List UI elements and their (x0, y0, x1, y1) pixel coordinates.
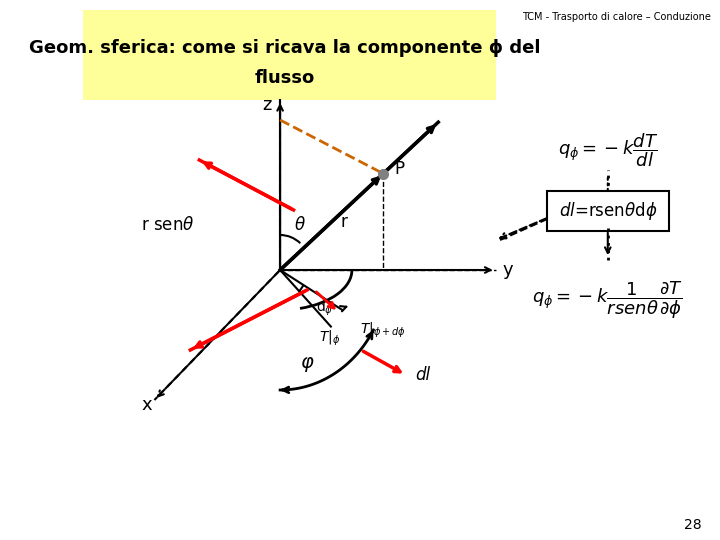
FancyBboxPatch shape (546, 191, 669, 231)
Text: TCM - Trasporto di calore – Conduzione: TCM - Trasporto di calore – Conduzione (522, 12, 711, 22)
Text: z: z (262, 96, 271, 114)
Text: $\theta$: $\theta$ (294, 216, 306, 234)
Text: y: y (503, 261, 513, 279)
Text: $\varphi$: $\varphi$ (300, 355, 315, 375)
Text: $q_\phi = -k\dfrac{1}{rsen\theta}\dfrac{\partial T}{\partial \phi}$: $q_\phi = -k\dfrac{1}{rsen\theta}\dfrac{… (532, 279, 683, 321)
Text: d$_\varphi$: d$_\varphi$ (316, 298, 333, 318)
Text: 28: 28 (684, 518, 702, 532)
Text: $q_\phi = -k\dfrac{dT}{dl}$: $q_\phi = -k\dfrac{dT}{dl}$ (557, 131, 658, 169)
Text: flusso: flusso (254, 69, 315, 87)
FancyBboxPatch shape (83, 10, 495, 100)
Text: $T|_{\phi+d\phi}$: $T|_{\phi+d\phi}$ (361, 320, 406, 340)
Text: P: P (394, 160, 404, 178)
Text: Geom. sferica: come si ricava la componente ϕ del: Geom. sferica: come si ricava la compone… (29, 39, 540, 57)
Text: $dl$=rsen$\theta$d$\phi$: $dl$=rsen$\theta$d$\phi$ (559, 200, 657, 222)
Text: r sen$\theta$: r sen$\theta$ (141, 216, 194, 234)
Text: x: x (142, 396, 153, 414)
Text: dl: dl (415, 366, 430, 384)
Text: r: r (341, 213, 348, 231)
Text: $T|_\phi$: $T|_\phi$ (319, 328, 340, 348)
